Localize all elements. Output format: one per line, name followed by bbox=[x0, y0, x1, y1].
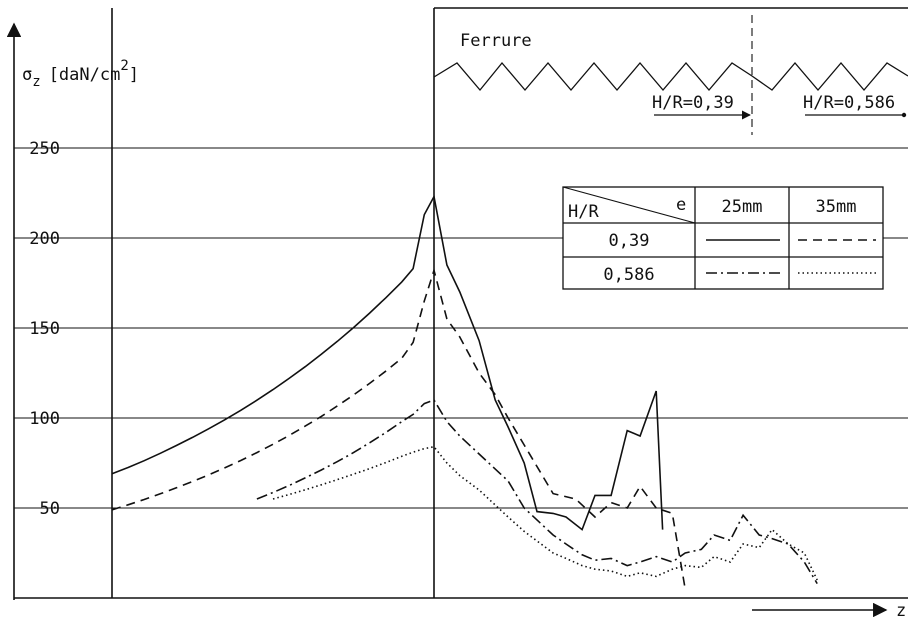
y-tick-250: 250 bbox=[29, 139, 60, 159]
y-axis-label: σz [daN/cm2] bbox=[22, 58, 139, 90]
hr2-label: H/R=0,586 bbox=[803, 93, 895, 113]
legend-col-35mm: 35mm bbox=[816, 197, 857, 217]
ferrure-label: Ferrure bbox=[460, 31, 532, 51]
legend-corner-col: e bbox=[676, 195, 686, 215]
legend-row-039: 0,39 bbox=[609, 231, 650, 251]
legend-col-25mm: 25mm bbox=[722, 197, 763, 217]
y-tick-200: 200 bbox=[29, 229, 60, 249]
y-tick-50: 50 bbox=[40, 499, 60, 519]
legend-row-0586: 0,586 bbox=[603, 265, 654, 285]
series-line-hr-0586-e-35mm bbox=[272, 445, 818, 581]
x-axis-label: z bbox=[896, 601, 906, 621]
y-tick-150: 150 bbox=[29, 319, 60, 339]
y-tick-100: 100 bbox=[29, 409, 60, 429]
ferrure-zigzag bbox=[433, 61, 908, 92]
hr2-arrow-dot bbox=[901, 112, 907, 118]
series-line-hr-039-e-25mm bbox=[111, 194, 664, 531]
y-tick-labels: 50 100 150 200 250 bbox=[29, 139, 60, 519]
series-line-hr-0586-e-25mm bbox=[256, 399, 818, 585]
series-line-hr-039-e-35mm bbox=[111, 267, 686, 590]
series-group bbox=[111, 194, 818, 590]
legend-table: H/R e 25mm 35mm 0,39 0,586 bbox=[562, 186, 884, 290]
hr1-label: H/R=0,39 bbox=[652, 93, 734, 113]
legend-corner-row: H/R bbox=[568, 202, 599, 222]
